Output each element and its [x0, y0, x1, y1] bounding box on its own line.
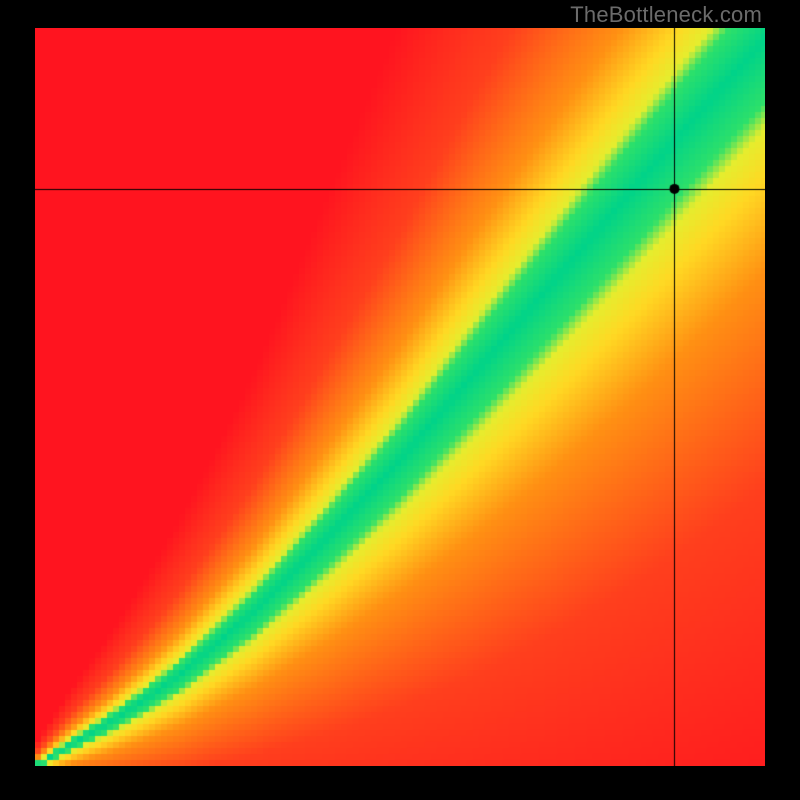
watermark-text: TheBottleneck.com: [570, 2, 762, 28]
chart-container: TheBottleneck.com: [0, 0, 800, 800]
crosshair-overlay: [35, 28, 765, 766]
